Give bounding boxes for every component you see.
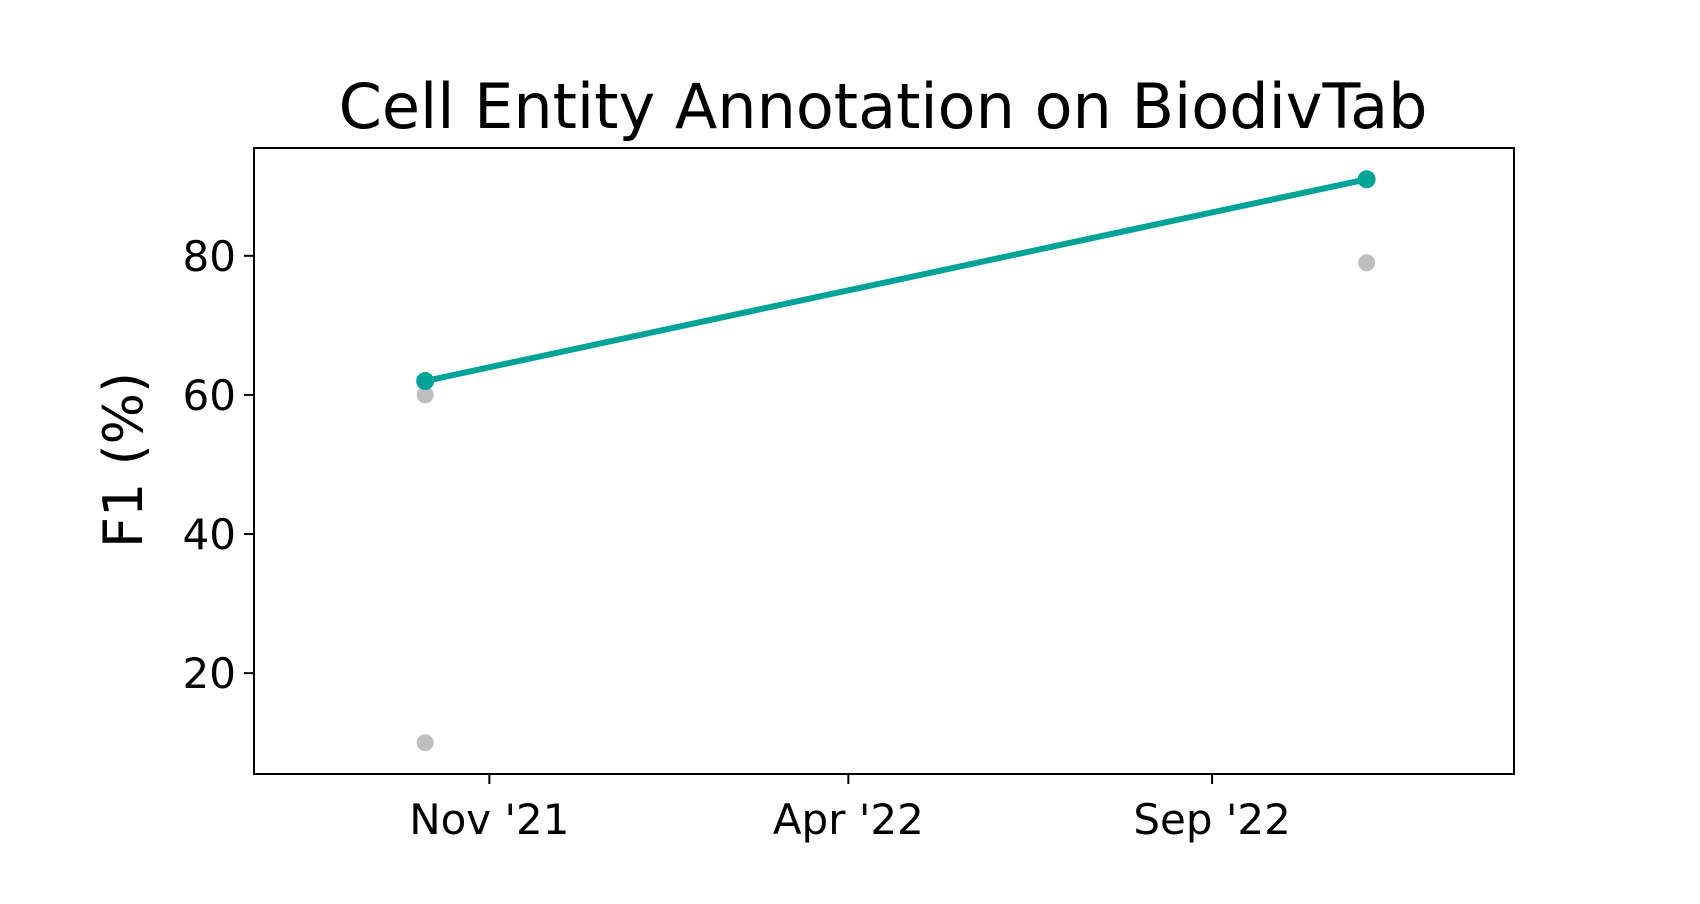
series-point (416, 372, 435, 391)
comparison-point (416, 734, 434, 752)
plot-area-frame (253, 147, 1515, 775)
y-tick-label: 40 (183, 510, 236, 559)
comparison-point (1358, 254, 1376, 272)
series-point (1357, 170, 1376, 189)
y-tick-label: 20 (183, 649, 236, 698)
x-tick-label: Apr '22 (773, 795, 924, 844)
y-tick-label: 80 (183, 232, 236, 281)
y-tick-label: 60 (183, 371, 236, 420)
y-axis-label: F1 (%) (92, 372, 155, 548)
chart-title: Cell Entity Annotation on BiodivTab (339, 70, 1428, 143)
x-tick-label: Nov '21 (409, 795, 569, 844)
comparison-point (416, 386, 434, 404)
series-line (422, 176, 1370, 385)
x-tick-label: Sep '22 (1133, 795, 1291, 844)
